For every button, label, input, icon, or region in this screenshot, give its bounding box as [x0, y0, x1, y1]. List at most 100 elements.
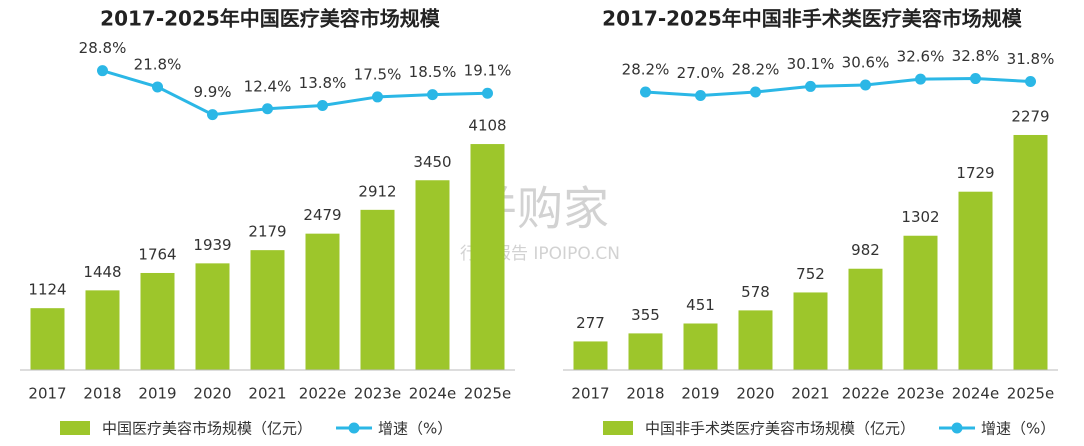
- bar-label: 4108: [468, 117, 506, 135]
- x-tick-label: 2017: [571, 385, 609, 403]
- bar-label: 982: [851, 241, 880, 259]
- growth-point: [262, 103, 273, 115]
- growth-line: [102, 69, 488, 117]
- growth-label: 13.8%: [299, 74, 347, 92]
- bar: [305, 233, 340, 370]
- bar-label: 752: [796, 265, 825, 283]
- bar: [848, 268, 883, 370]
- bar: [85, 290, 120, 370]
- growth-label: 32.6%: [897, 48, 945, 66]
- x-tick-label: 2023e: [897, 385, 944, 403]
- legend-swatch: [603, 421, 633, 435]
- bar-label: 1729: [956, 164, 994, 182]
- bar: [683, 323, 718, 370]
- legend-label: 增速（%）: [981, 420, 1055, 438]
- bar: [415, 180, 450, 370]
- growth-point: [97, 65, 108, 77]
- growth-label: 9.9%: [193, 83, 231, 101]
- growth-label: 28.2%: [622, 60, 670, 78]
- growth-point: [695, 89, 706, 101]
- growth-label: 21.8%: [134, 55, 182, 73]
- growth-label: 30.1%: [787, 55, 835, 73]
- growth-point: [152, 81, 163, 93]
- growth-point: [860, 79, 871, 91]
- x-tick-label: 2022e: [299, 385, 346, 403]
- bar-label: 355: [631, 306, 660, 324]
- x-tick-label: 2022e: [842, 385, 889, 403]
- growth-label: 30.6%: [842, 53, 890, 71]
- bar-label: 451: [686, 296, 715, 314]
- x-tick-label: 2021: [791, 385, 829, 403]
- x-tick-label: 2023e: [354, 385, 401, 403]
- bar: [470, 144, 505, 370]
- bar-label: 578: [741, 283, 770, 301]
- growth-point: [1025, 75, 1036, 87]
- growth-label: 31.8%: [1007, 50, 1055, 68]
- x-tick-label: 2025e: [1007, 385, 1054, 403]
- x-tick-label: 2018: [626, 385, 664, 403]
- x-tick-label: 2018: [83, 385, 121, 403]
- growth-point: [915, 73, 926, 85]
- growth-label: 19.1%: [464, 62, 512, 80]
- bar-label: 2479: [303, 206, 341, 224]
- bar-label: 2912: [358, 182, 396, 200]
- growth-point: [427, 89, 438, 101]
- growth-point: [640, 86, 651, 98]
- bar: [738, 310, 773, 370]
- x-tick-label: 2020: [736, 385, 774, 403]
- bar-label: 277: [576, 314, 605, 332]
- bar: [903, 235, 938, 370]
- x-tick-label: 2017: [28, 385, 66, 403]
- legend-swatch-dot: [951, 422, 963, 434]
- x-tick-label: 2024e: [409, 385, 456, 403]
- growth-label: 28.8%: [79, 39, 127, 57]
- growth-label: 27.0%: [677, 64, 725, 82]
- legend-swatch: [60, 421, 90, 435]
- legend-label: 中国医疗美容市场规模（亿元）: [102, 420, 312, 438]
- bar: [573, 341, 608, 370]
- growth-label: 17.5%: [354, 65, 402, 83]
- growth-point: [317, 100, 328, 112]
- bar: [250, 250, 285, 370]
- bar: [195, 263, 230, 370]
- growth-label: 18.5%: [409, 63, 457, 81]
- bar: [1013, 134, 1048, 370]
- bar: [360, 209, 395, 370]
- x-tick-label: 2024e: [952, 385, 999, 403]
- bar-label: 3450: [413, 153, 451, 171]
- bar-label: 1448: [83, 263, 121, 281]
- growth-label: 28.2%: [732, 60, 780, 78]
- growth-line: [645, 77, 1031, 97]
- bar: [140, 272, 175, 370]
- growth-label: 32.8%: [952, 47, 1000, 65]
- growth-point: [207, 109, 218, 121]
- growth-point: [970, 73, 981, 85]
- legend-label: 增速（%）: [378, 420, 452, 438]
- x-tick-label: 2021: [248, 385, 286, 403]
- chart-title: 2017-2025年中国医疗美容市场规模: [100, 7, 441, 31]
- x-tick-label: 2020: [193, 385, 231, 403]
- growth-label: 12.4%: [244, 77, 292, 95]
- x-tick-label: 2019: [138, 385, 176, 403]
- legend-label: 中国非手术类医疗美容市场规模（亿元）: [645, 420, 915, 438]
- chart-title: 2017-2025年中国非手术类医疗美容市场规模: [602, 7, 1023, 31]
- bar-label: 1939: [193, 236, 231, 254]
- bar-label: 2279: [1011, 107, 1049, 125]
- x-tick-label: 2019: [681, 385, 719, 403]
- growth-point: [482, 87, 493, 99]
- bar-label: 1302: [901, 208, 939, 226]
- bar-label: 1764: [138, 245, 176, 263]
- legend-swatch-dot: [348, 422, 360, 434]
- bar: [793, 292, 828, 370]
- x-tick-label: 2025e: [464, 385, 511, 403]
- growth-point: [372, 91, 383, 103]
- bar-label: 1124: [28, 281, 66, 299]
- bar: [958, 191, 993, 370]
- bar: [628, 333, 663, 370]
- growth-point: [805, 80, 816, 92]
- bar: [30, 308, 65, 370]
- bar-label: 2179: [248, 223, 286, 241]
- growth-point: [750, 86, 761, 98]
